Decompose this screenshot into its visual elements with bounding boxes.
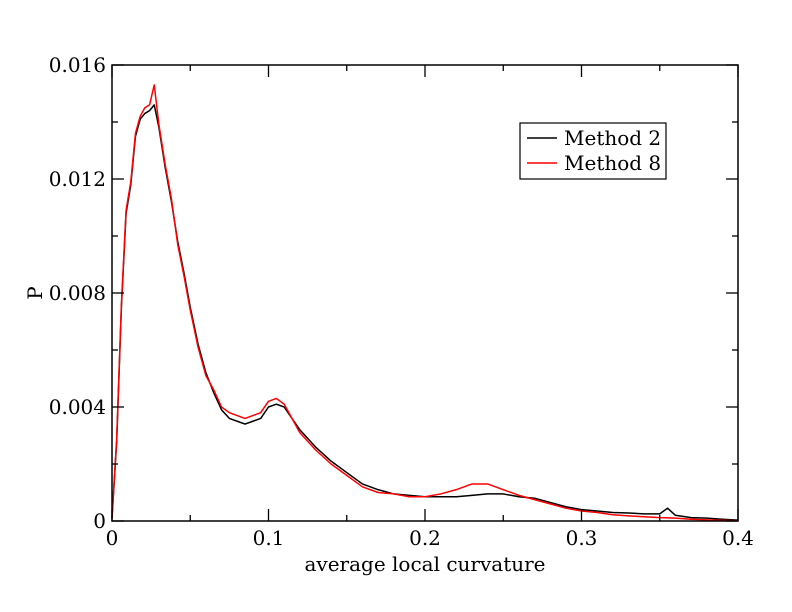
series-line-method-8 xyxy=(111,84,739,522)
legend-box xyxy=(519,122,667,180)
x-tick-label: 0.4 xyxy=(722,526,754,550)
legend-label-method-8: Method 8 xyxy=(564,151,661,175)
x-tick-label: 0.3 xyxy=(566,526,598,550)
series-layer xyxy=(111,84,739,522)
legend-label-method-2: Method 2 xyxy=(564,126,661,150)
y-tick-label: 0 xyxy=(93,509,106,533)
x-tick-label: 0.1 xyxy=(253,526,285,550)
legend: Method 2 Method 8 xyxy=(519,122,667,180)
ticks-layer: 0 0.1 0.2 0.3 0.4 0 0.004 0.008 0.012 0.016 xyxy=(49,53,754,550)
y-tick-label: 0.012 xyxy=(49,167,106,191)
x-axis-label: average local curvature xyxy=(304,552,545,576)
y-tick-label: 0.016 xyxy=(49,53,106,77)
x-tick-label: 0 xyxy=(106,526,119,550)
x-tick-label: 0.2 xyxy=(409,526,441,550)
y-axis-label: P xyxy=(23,286,47,299)
y-tick-label: 0.008 xyxy=(49,281,106,305)
series-line-method-2 xyxy=(111,104,739,521)
y-tick-label: 0.004 xyxy=(49,395,106,419)
